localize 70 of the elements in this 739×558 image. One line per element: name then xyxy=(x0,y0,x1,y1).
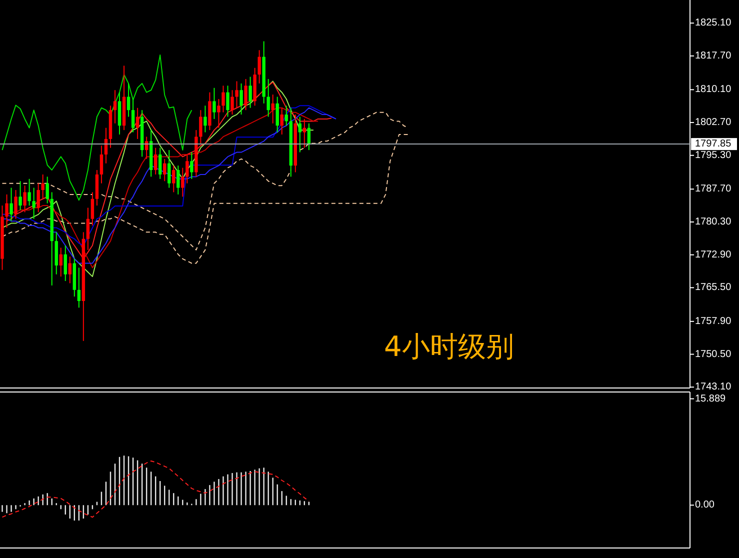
candlestick xyxy=(226,85,230,118)
y-tick-label: 1772.90 xyxy=(695,249,732,260)
candlestick xyxy=(302,118,306,148)
candlestick xyxy=(64,244,67,282)
candlestick xyxy=(271,94,274,124)
candlestick xyxy=(68,256,72,284)
y-tick-label: 1757.90 xyxy=(695,316,732,327)
candlestick xyxy=(248,76,252,108)
line-series xyxy=(2,134,409,264)
y-tick-label: 0.00 xyxy=(695,500,715,511)
candlestick xyxy=(23,185,26,213)
candlestick xyxy=(86,207,90,250)
line-series xyxy=(6,82,332,260)
y-tick-label: 1802.70 xyxy=(695,117,732,128)
y-tick-label: 1810.10 xyxy=(695,84,732,96)
candlestick xyxy=(235,80,238,108)
candlestick xyxy=(212,87,216,120)
candlestick xyxy=(10,187,13,222)
annotation: 4小时级别 xyxy=(384,330,514,363)
candlestick xyxy=(276,96,279,133)
candlestick xyxy=(298,116,302,153)
candlestick xyxy=(181,167,184,198)
y-tick-label: 1780.30 xyxy=(695,216,732,228)
candlestick xyxy=(131,98,135,133)
y-tick-label: 1765.50 xyxy=(695,282,732,294)
candlestick xyxy=(113,90,117,124)
candlestick xyxy=(14,190,18,220)
candlestick xyxy=(266,78,270,118)
candlestick xyxy=(46,176,49,204)
candlestick xyxy=(36,182,40,213)
candlestick xyxy=(186,154,189,184)
candlestick xyxy=(222,85,225,113)
candlestick xyxy=(230,90,234,116)
candlestick xyxy=(32,187,36,220)
candlestick xyxy=(172,165,176,193)
y-tick-label: 15.889 xyxy=(695,393,726,404)
candlestick xyxy=(168,150,171,188)
candlestick xyxy=(28,178,31,206)
y-tick-label: 1743.10 xyxy=(695,382,732,393)
candlestick xyxy=(240,82,243,116)
candlestick xyxy=(18,180,22,210)
candlestick xyxy=(280,107,284,136)
candlestick xyxy=(41,174,44,200)
candlestick xyxy=(284,105,288,126)
candlestick xyxy=(154,147,158,175)
candlestick xyxy=(190,152,194,180)
line-series xyxy=(2,460,310,518)
candlestick xyxy=(244,78,248,111)
y-tick-label: 1795.30 xyxy=(695,150,732,161)
candlestick xyxy=(158,147,162,180)
candlestick xyxy=(136,107,140,140)
ref-line-label: 1797.85 xyxy=(695,138,732,150)
candlestick xyxy=(100,145,104,184)
y-tick-label: 1817.70 xyxy=(695,50,732,62)
candlestick xyxy=(5,194,8,228)
line-series xyxy=(2,54,192,201)
candlestick xyxy=(204,105,207,133)
candlestick xyxy=(126,82,130,118)
candlestick xyxy=(59,247,62,278)
candlestick xyxy=(199,110,202,144)
y-tick-label: 1750.50 xyxy=(695,348,732,360)
candlestick xyxy=(77,267,81,308)
candlestick xyxy=(217,98,220,128)
candlestick xyxy=(176,165,180,195)
y-tick-label: 1825.10 xyxy=(695,18,732,29)
candlestick xyxy=(90,192,94,226)
y-tick-label: 1787.70 xyxy=(695,184,732,195)
candlestick xyxy=(163,158,166,182)
candlestick xyxy=(307,122,311,151)
candlestick xyxy=(258,50,261,84)
